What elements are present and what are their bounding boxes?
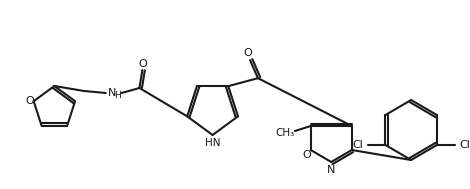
Text: H: H	[114, 91, 121, 101]
Text: O: O	[302, 150, 311, 160]
Text: Cl: Cl	[459, 140, 470, 150]
Text: N: N	[108, 88, 116, 98]
Text: N: N	[327, 165, 336, 175]
Text: O: O	[25, 96, 34, 106]
Text: Cl: Cl	[352, 140, 363, 150]
Text: O: O	[138, 59, 147, 69]
Text: CH₃: CH₃	[275, 128, 295, 138]
Text: O: O	[243, 48, 252, 58]
Text: HN: HN	[205, 138, 220, 148]
